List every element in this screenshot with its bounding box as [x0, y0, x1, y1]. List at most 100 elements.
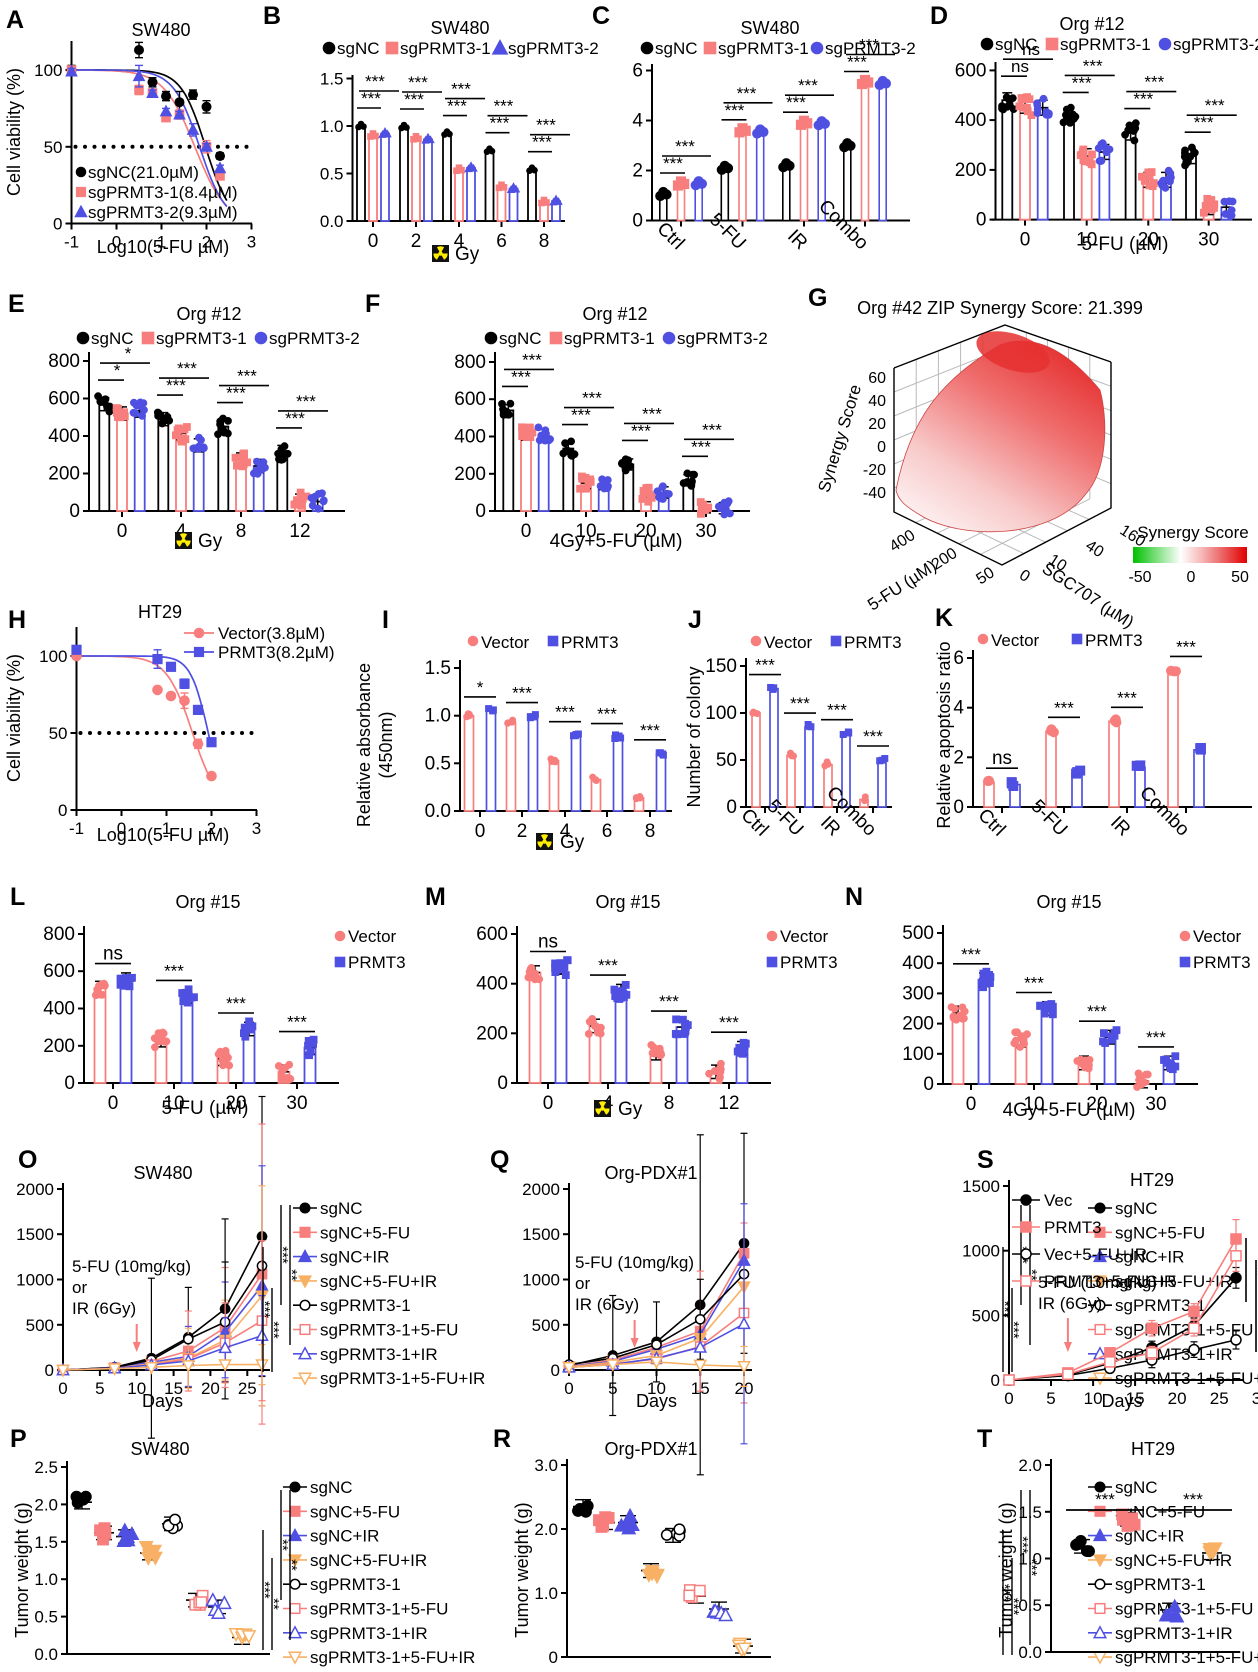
svg-text:0: 0 — [521, 521, 532, 542]
svg-text:2: 2 — [411, 231, 422, 252]
svg-text:***: *** — [512, 684, 532, 703]
svg-text:100: 100 — [902, 1044, 934, 1065]
svg-text:M: M — [425, 883, 446, 911]
svg-text:***: *** — [490, 114, 510, 133]
svg-text:150: 150 — [705, 656, 737, 677]
svg-text:200: 200 — [48, 464, 80, 485]
svg-text:***: *** — [1005, 1321, 1022, 1339]
svg-text:-1: -1 — [64, 233, 79, 252]
svg-text:6: 6 — [953, 648, 964, 669]
svg-text:2: 2 — [202, 233, 211, 252]
svg-text:20: 20 — [1086, 1094, 1107, 1115]
svg-text:2.0: 2.0 — [34, 1495, 58, 1514]
svg-text:sgNC: sgNC — [1115, 1478, 1158, 1497]
svg-text:F: F — [365, 290, 380, 318]
svg-text:***: *** — [640, 721, 660, 740]
svg-text:0: 0 — [45, 1361, 54, 1380]
svg-text:Org #15: Org #15 — [595, 892, 660, 912]
svg-text:PRMT3: PRMT3 — [348, 953, 406, 972]
svg-text:1.5: 1.5 — [425, 658, 451, 679]
svg-text:500: 500 — [532, 1316, 560, 1335]
svg-text:sgPRMT3-1: sgPRMT3-1 — [1060, 35, 1151, 54]
svg-text:sgPRMT3-1+5-FU: sgPRMT3-1+5-FU — [310, 1600, 448, 1619]
svg-text:sgNC: sgNC — [320, 1199, 363, 1218]
svg-text:50: 50 — [44, 138, 63, 157]
svg-text:***: *** — [408, 73, 428, 92]
svg-text:2000: 2000 — [522, 1180, 560, 1199]
svg-text:***: *** — [1133, 90, 1153, 109]
svg-text:300: 300 — [902, 983, 934, 1004]
svg-text:***: *** — [361, 89, 381, 108]
svg-text:50: 50 — [1231, 569, 1249, 586]
svg-text:***: *** — [691, 437, 711, 456]
svg-text:***: *** — [287, 1013, 307, 1032]
svg-text:2.0: 2.0 — [534, 1520, 558, 1539]
svg-text:**: ** — [283, 1269, 300, 1281]
svg-text:Vector(3.8µM): Vector(3.8µM) — [218, 624, 325, 643]
svg-text:0: 0 — [58, 801, 67, 820]
svg-text:sgPRMT3-2(9.3µM): sgPRMT3-2(9.3µM) — [88, 203, 238, 222]
svg-text:1.5: 1.5 — [1018, 1503, 1042, 1522]
svg-text:***: *** — [1117, 688, 1137, 707]
svg-text:Org #12: Org #12 — [582, 304, 647, 324]
svg-text:Synergy Score: Synergy Score — [1137, 523, 1249, 542]
svg-text:sgPRMT3-1: sgPRMT3-1 — [400, 39, 491, 58]
svg-text:B: B — [263, 2, 281, 30]
svg-text:30: 30 — [1252, 1389, 1258, 1408]
svg-text:0: 0 — [368, 231, 379, 252]
svg-text:1500: 1500 — [962, 1177, 1000, 1196]
svg-text:500: 500 — [972, 1306, 1000, 1325]
svg-text:PRMT3: PRMT3 — [844, 633, 902, 652]
svg-text:400: 400 — [454, 427, 486, 448]
svg-text:50: 50 — [49, 724, 68, 743]
svg-text:***: *** — [511, 367, 531, 386]
svg-text:15: 15 — [164, 1379, 183, 1398]
svg-text:K: K — [935, 604, 953, 632]
svg-text:**: ** — [274, 1539, 291, 1551]
svg-text:or: or — [575, 1274, 590, 1293]
svg-text:Vector: Vector — [780, 927, 829, 946]
svg-text:***: *** — [522, 350, 542, 369]
svg-text:sgNC+5-FU+IR: sgNC+5-FU+IR — [1115, 1551, 1232, 1570]
svg-text:0.0: 0.0 — [34, 1645, 58, 1664]
svg-text:sgNC: sgNC — [655, 39, 698, 58]
svg-text:ns: ns — [1022, 40, 1040, 59]
svg-text:SW480: SW480 — [131, 20, 190, 40]
svg-text:O: O — [18, 1146, 37, 1174]
svg-text:Org #15: Org #15 — [1036, 892, 1101, 912]
svg-text:Org-PDX#1: Org-PDX#1 — [604, 1163, 697, 1183]
svg-text:***: *** — [725, 101, 745, 120]
svg-text:Vector: Vector — [991, 631, 1040, 650]
svg-text:6: 6 — [632, 61, 643, 82]
svg-text:***: *** — [1183, 1490, 1203, 1509]
svg-text:1000: 1000 — [16, 1271, 54, 1290]
svg-text:***: *** — [285, 409, 305, 428]
svg-text:0: 0 — [497, 1073, 508, 1094]
svg-text:60: 60 — [868, 370, 886, 387]
svg-text:Vec+5-FU+IR: Vec+5-FU+IR — [1044, 1245, 1147, 1264]
svg-text:2000: 2000 — [16, 1180, 54, 1199]
svg-text:200: 200 — [476, 1023, 508, 1044]
svg-text:SW480: SW480 — [740, 18, 799, 38]
svg-text:sgPRMT3-1+5-FU: sgPRMT3-1+5-FU — [320, 1321, 458, 1340]
svg-text:0: 0 — [877, 439, 886, 456]
svg-text:0: 0 — [117, 521, 128, 542]
svg-text:0.5: 0.5 — [425, 753, 451, 774]
svg-text:sgPRMT3-1: sgPRMT3-1 — [156, 329, 247, 348]
svg-text:10: 10 — [127, 1379, 146, 1398]
svg-text:12: 12 — [289, 521, 310, 542]
svg-text:HT29: HT29 — [1130, 1170, 1174, 1190]
svg-text:Org-PDX#1: Org-PDX#1 — [604, 1439, 697, 1459]
svg-text:5-FU (µM): 5-FU (µM) — [162, 1098, 249, 1119]
svg-text:ns: ns — [992, 748, 1012, 769]
svg-text:Log10(5-FU µM): Log10(5-FU µM) — [97, 825, 229, 845]
svg-text:Days: Days — [636, 1391, 677, 1411]
svg-text:5: 5 — [95, 1379, 104, 1398]
svg-text:***: *** — [1194, 113, 1214, 132]
svg-text:100: 100 — [705, 703, 737, 724]
svg-text:12: 12 — [718, 1093, 739, 1114]
svg-text:4Gy+5-FU (µM): 4Gy+5-FU (µM) — [550, 531, 683, 552]
svg-text:2.0: 2.0 — [1018, 1456, 1042, 1475]
svg-text:100: 100 — [34, 61, 62, 80]
svg-text:20: 20 — [635, 521, 656, 542]
